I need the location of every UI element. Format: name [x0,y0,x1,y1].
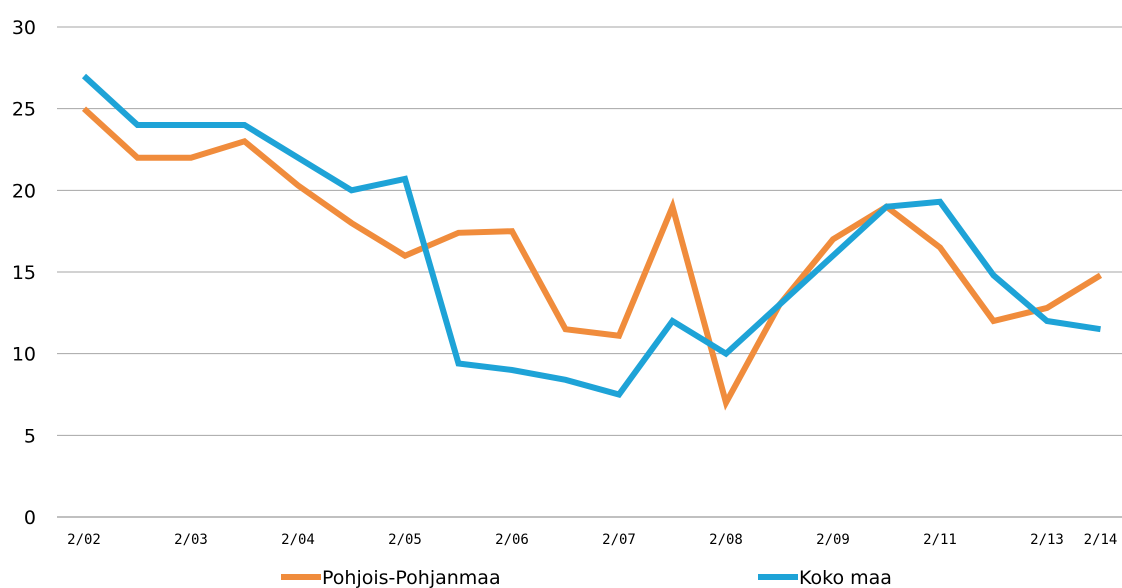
y-tick-label: 10 [12,344,36,366]
x-tick-label: 2/09 [816,532,850,548]
legend-item-2: Koko maa [758,567,892,588]
legend-item-1: Pohjois-Pohjanmaa [281,567,501,588]
gridlines [57,26,1122,436]
x-tick-label: 2/06 [495,532,529,548]
y-tick-label: 20 [12,180,36,202]
x-tick-label: 2/05 [388,532,422,548]
y-tick-label: 5 [24,425,36,447]
y-axis-tick-labels: 0 5 10 15 20 25 30 [12,17,36,529]
x-tick-label: 2/04 [281,532,315,548]
x-tick-label: 2/03 [174,532,208,548]
x-tick-label: 2/02 [67,532,101,548]
legend-label: Pohjois-Pohjanmaa [322,567,501,588]
y-tick-label: 30 [12,17,36,39]
y-tick-label: 0 [24,507,36,529]
x-tick-label: 2/07 [602,532,636,548]
x-tick-label: 2/11 [923,532,957,548]
x-tick-label: 2/14 [1084,532,1118,548]
legend: Pohjois-Pohjanmaa Koko maa [281,567,892,588]
y-tick-label: 25 [12,99,36,121]
series-line-1 [81,106,1103,411]
series-lines [81,73,1103,411]
legend-label: Koko maa [799,567,892,588]
x-tick-label: 2/08 [709,532,743,548]
x-axis-tick-labels: 2/02 2/03 2/04 2/05 2/06 2/07 2/08 2/09 2/11 2/13… [67,532,1117,548]
x-tick-label: 2/13 [1030,532,1064,548]
series-line-2 [81,73,1101,398]
y-tick-label: 15 [12,262,36,284]
